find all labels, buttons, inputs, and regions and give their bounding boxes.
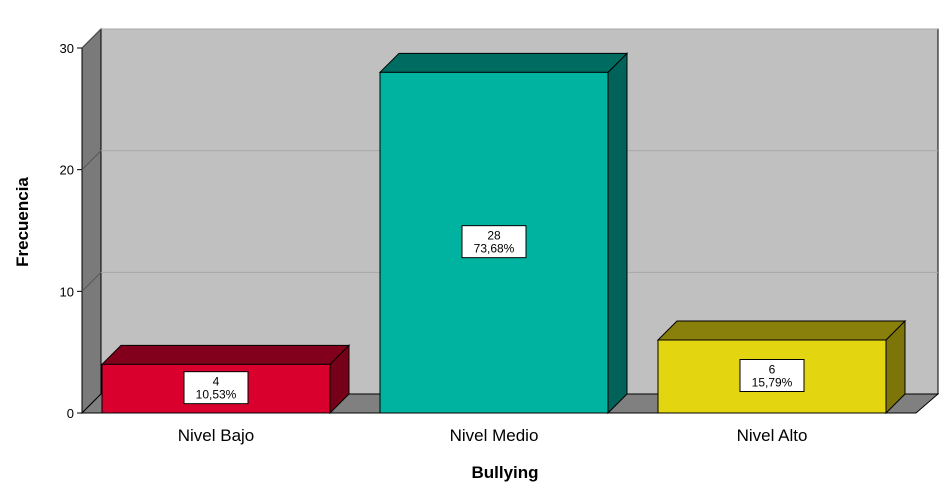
bar-nivel-medio — [378, 52, 629, 415]
data-label: 410,53% — [183, 371, 249, 405]
bars — [100, 52, 907, 415]
y-axis-title: Frecuencia — [13, 177, 32, 267]
x-category-label: Nivel Bajo — [178, 426, 255, 445]
bar-side — [607, 52, 628, 415]
x-axis-title: Bullying — [471, 463, 538, 482]
gridline-side — [81, 150, 102, 171]
data-label-count: 28 — [487, 229, 501, 243]
bar-top — [378, 52, 629, 73]
bar-top — [656, 320, 907, 341]
y-tick-label: 0 — [67, 406, 74, 421]
x-axis-categories: Nivel Bajo Nivel Medio Nivel Alto — [178, 426, 808, 445]
x-category-label: Nivel Alto — [737, 426, 808, 445]
left-wall — [81, 27, 102, 415]
data-label-percent: 10,53% — [196, 388, 237, 402]
data-label-box — [183, 371, 249, 405]
data-label-box — [461, 225, 527, 259]
y-tick-label: 30 — [60, 41, 74, 56]
x-category-label: Nivel Medio — [450, 426, 539, 445]
data-label-count: 4 — [213, 375, 220, 389]
data-label-percent: 15,79% — [752, 376, 793, 390]
bar-top — [100, 344, 351, 365]
data-label: 615,79% — [739, 359, 805, 392]
data-label-box — [739, 359, 805, 392]
y-axis-ticks: 0 10 20 30 — [60, 41, 82, 421]
gridline-side — [81, 28, 102, 49]
y-tick-label: 10 — [60, 284, 74, 299]
y-tick-label: 20 — [60, 163, 74, 178]
gridline-side — [81, 271, 102, 292]
data-label-percent: 73,68% — [474, 242, 515, 256]
data-label-count: 6 — [769, 363, 776, 377]
